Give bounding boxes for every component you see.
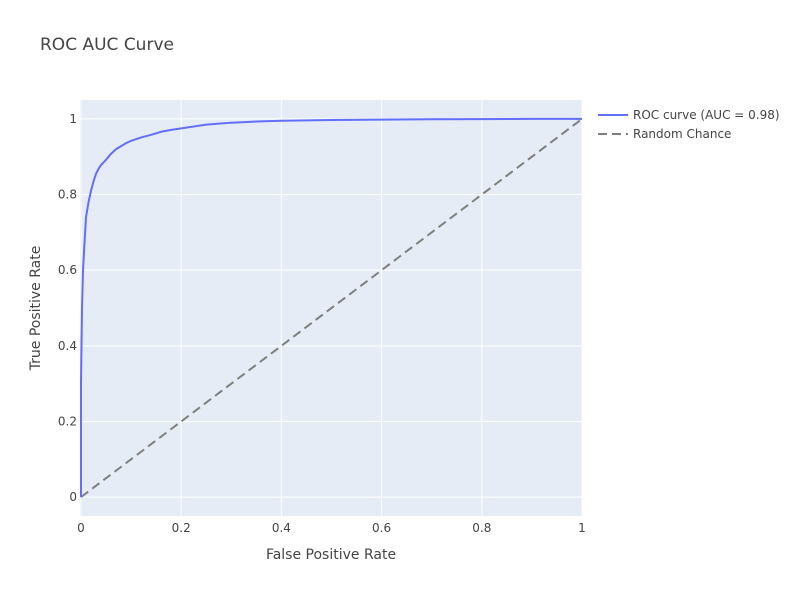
y-tick-label: 0.4 [58,339,77,353]
x-tick-label: 0.4 [272,521,291,535]
x-tick-label: 1 [578,521,586,535]
y-tick-label: 0.2 [58,414,77,428]
tick-labels: 0 0.2 0.4 0.6 0.8 1 0 0.2 0.4 0.6 0.8 1 [58,112,586,535]
x-axis-title: False Positive Rate [266,547,396,563]
y-tick-label: 1 [69,112,77,126]
x-tick-label: 0.6 [372,521,391,535]
legend-label: ROC curve (AUC = 0.98) [633,108,780,122]
legend-label: Random Chance [633,127,731,141]
x-tick-label: 0.8 [472,521,491,535]
grid [80,100,583,516]
legend-item[interactable]: ROC curve (AUC = 0.98) [598,108,780,122]
x-tick-label: 0 [77,521,85,535]
random-chance-line [80,118,583,498]
chart-title: ROC AUC Curve [40,35,174,55]
y-tick-label: 0.8 [58,188,77,202]
y-axis-title: True Positive Rate [28,246,44,372]
roc-curve-line [80,117,582,498]
legend[interactable]: ROC curve (AUC = 0.98) Random Chance [598,108,780,141]
y-tick-label: 0.6 [58,263,77,277]
x-tick-label: 0.2 [172,521,191,535]
y-tick-label: 0 [69,490,77,504]
series-layer [80,117,583,498]
legend-item[interactable]: Random Chance [598,127,731,141]
